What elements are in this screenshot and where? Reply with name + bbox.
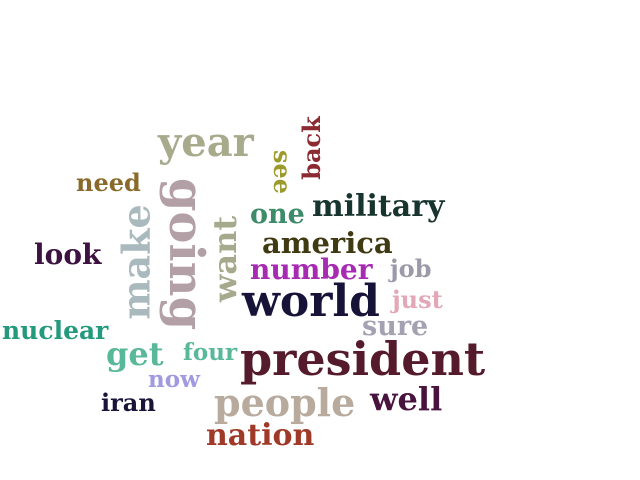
word-number: number: [250, 253, 373, 286]
word-get: get: [106, 335, 164, 373]
word-going: going: [158, 177, 215, 331]
word-look: look: [34, 238, 102, 271]
word-want: want: [206, 215, 245, 303]
word-america: america: [262, 226, 393, 260]
word-year: year: [158, 119, 254, 166]
word-one: one: [250, 199, 305, 230]
word-military: military: [312, 189, 445, 224]
word-world: world: [242, 276, 380, 327]
word-now: now: [148, 366, 200, 393]
word-need: need: [76, 168, 141, 197]
word-nation: nation: [206, 418, 315, 453]
word-well: well: [370, 380, 443, 418]
word-see: see: [268, 149, 298, 195]
word-president: president: [240, 332, 486, 386]
word-four: four: [183, 339, 238, 366]
word-back: back: [296, 116, 326, 180]
word-just: just: [392, 285, 443, 314]
word-make: make: [113, 204, 159, 320]
word-iran: iran: [101, 388, 156, 417]
word-job: job: [390, 254, 432, 283]
word-nuclear: nuclear: [2, 316, 109, 345]
word-sure: sure: [362, 311, 429, 342]
word-people: people: [214, 380, 356, 425]
